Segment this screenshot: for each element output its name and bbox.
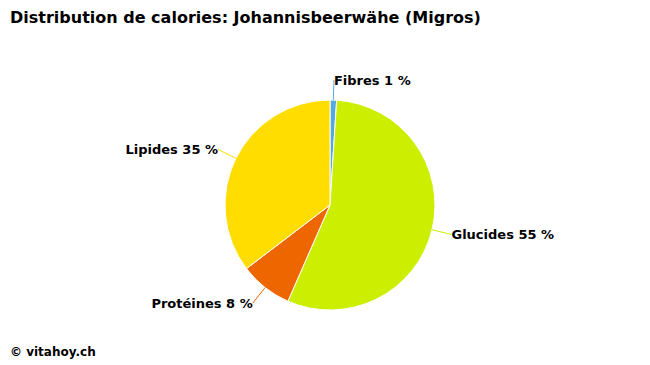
- svg-text:Protéines 8 %: Protéines 8 %: [151, 296, 252, 311]
- svg-text:Fibres 1 %: Fibres 1 %: [334, 73, 411, 88]
- svg-text:Lipides 35 %: Lipides 35 %: [125, 142, 218, 157]
- html-text:Distribution de calories: Joha: Distribution de calories: Johannisbeerwä…: [10, 8, 481, 27]
- svg-text:Glucides 55 %: Glucides 55 %: [451, 227, 554, 242]
- html-text:© vitahoy.ch: © vitahoy.ch: [10, 345, 96, 359]
